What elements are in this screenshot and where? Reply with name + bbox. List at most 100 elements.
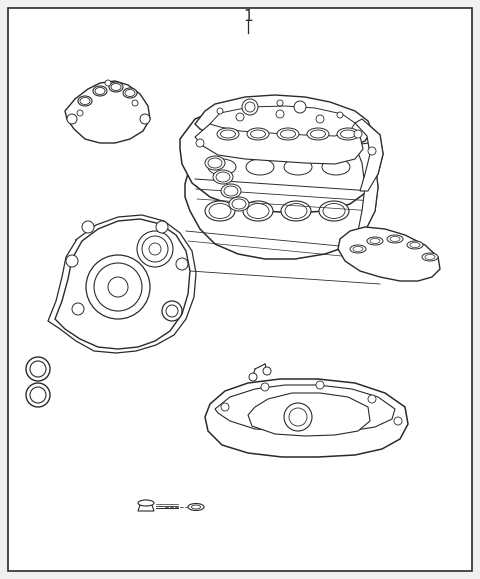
Circle shape xyxy=(284,403,312,431)
Circle shape xyxy=(196,139,204,147)
Circle shape xyxy=(276,110,284,118)
Ellipse shape xyxy=(285,203,307,218)
Circle shape xyxy=(316,115,324,123)
Polygon shape xyxy=(195,95,372,149)
Ellipse shape xyxy=(251,130,265,138)
Circle shape xyxy=(30,361,46,377)
Text: 1: 1 xyxy=(243,9,253,24)
Circle shape xyxy=(26,383,50,407)
Ellipse shape xyxy=(205,201,235,221)
Ellipse shape xyxy=(208,159,236,175)
Circle shape xyxy=(66,255,78,267)
Circle shape xyxy=(263,367,271,375)
Circle shape xyxy=(368,395,376,403)
Circle shape xyxy=(156,221,168,233)
Circle shape xyxy=(77,110,83,116)
Circle shape xyxy=(217,108,223,114)
Circle shape xyxy=(108,277,128,297)
Circle shape xyxy=(137,231,173,267)
Ellipse shape xyxy=(311,130,325,138)
Circle shape xyxy=(86,255,150,319)
Ellipse shape xyxy=(322,159,350,175)
Circle shape xyxy=(26,357,50,381)
Circle shape xyxy=(82,221,94,233)
Polygon shape xyxy=(55,219,190,349)
Circle shape xyxy=(149,243,161,255)
Circle shape xyxy=(142,236,168,262)
Polygon shape xyxy=(355,119,383,191)
Ellipse shape xyxy=(410,243,420,247)
Ellipse shape xyxy=(95,87,105,94)
Ellipse shape xyxy=(125,90,135,97)
Circle shape xyxy=(176,258,188,270)
Ellipse shape xyxy=(213,170,233,184)
Ellipse shape xyxy=(217,128,239,140)
Ellipse shape xyxy=(232,199,246,209)
Circle shape xyxy=(242,99,258,115)
Circle shape xyxy=(289,408,307,426)
Ellipse shape xyxy=(246,159,274,175)
Ellipse shape xyxy=(224,186,238,196)
Polygon shape xyxy=(248,393,370,436)
Circle shape xyxy=(294,101,306,113)
Ellipse shape xyxy=(247,128,269,140)
Ellipse shape xyxy=(93,86,107,96)
Circle shape xyxy=(261,383,269,391)
Ellipse shape xyxy=(109,82,123,92)
Ellipse shape xyxy=(80,97,90,104)
Ellipse shape xyxy=(209,203,231,218)
Circle shape xyxy=(249,373,257,381)
Polygon shape xyxy=(215,385,395,433)
Circle shape xyxy=(105,80,111,86)
Ellipse shape xyxy=(367,237,383,245)
Circle shape xyxy=(72,303,84,315)
Circle shape xyxy=(316,381,324,389)
Polygon shape xyxy=(355,143,378,231)
Ellipse shape xyxy=(407,241,423,249)
Circle shape xyxy=(166,305,178,317)
Ellipse shape xyxy=(353,247,363,251)
Ellipse shape xyxy=(205,156,225,170)
Ellipse shape xyxy=(340,130,356,138)
Ellipse shape xyxy=(370,239,380,244)
Circle shape xyxy=(368,147,376,155)
Ellipse shape xyxy=(307,128,329,140)
Polygon shape xyxy=(205,379,408,457)
Ellipse shape xyxy=(422,253,438,261)
Circle shape xyxy=(94,263,142,311)
Circle shape xyxy=(337,112,343,118)
Polygon shape xyxy=(338,227,440,281)
Ellipse shape xyxy=(229,197,249,211)
Polygon shape xyxy=(138,505,154,511)
Ellipse shape xyxy=(216,172,230,182)
Ellipse shape xyxy=(138,500,154,506)
Polygon shape xyxy=(48,215,196,353)
Polygon shape xyxy=(195,115,363,164)
Polygon shape xyxy=(65,81,150,143)
Ellipse shape xyxy=(188,504,204,511)
Ellipse shape xyxy=(78,96,92,106)
Circle shape xyxy=(162,301,182,321)
Ellipse shape xyxy=(281,201,311,221)
Ellipse shape xyxy=(123,88,137,98)
Ellipse shape xyxy=(280,130,296,138)
Ellipse shape xyxy=(387,235,403,243)
Circle shape xyxy=(30,387,46,403)
Ellipse shape xyxy=(390,236,400,241)
Circle shape xyxy=(132,100,138,106)
Ellipse shape xyxy=(319,201,349,221)
Ellipse shape xyxy=(192,505,201,509)
Polygon shape xyxy=(183,139,372,181)
Circle shape xyxy=(354,130,362,138)
Polygon shape xyxy=(180,103,383,213)
Circle shape xyxy=(236,113,244,121)
Circle shape xyxy=(221,403,229,411)
Ellipse shape xyxy=(247,203,269,218)
Circle shape xyxy=(277,100,283,106)
Ellipse shape xyxy=(350,245,366,253)
Circle shape xyxy=(394,417,402,425)
Ellipse shape xyxy=(111,83,121,90)
Ellipse shape xyxy=(221,184,241,198)
Polygon shape xyxy=(185,115,378,259)
Ellipse shape xyxy=(208,158,222,168)
